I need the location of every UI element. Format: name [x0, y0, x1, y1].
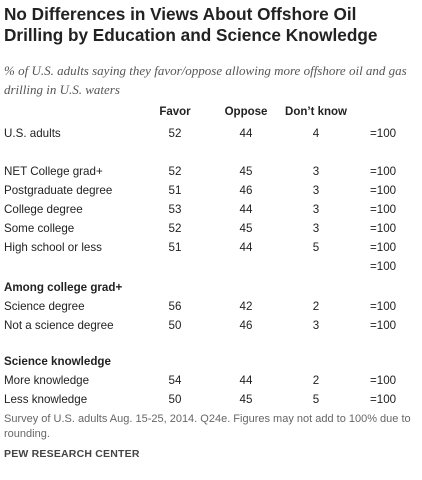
- oppose-value: 44: [239, 127, 253, 140]
- favor-value: 51: [168, 241, 182, 254]
- total-value: =100: [370, 184, 397, 197]
- favor-value: 53: [168, 203, 182, 216]
- row-label: Science degree: [4, 300, 85, 313]
- dont-know-value: 2: [312, 374, 320, 387]
- row-label: NET College grad+: [4, 165, 103, 178]
- total-value: =100: [370, 300, 397, 313]
- oppose-value: 45: [239, 222, 253, 235]
- row-label: Some college: [4, 222, 75, 235]
- section-label: Science knowledge: [4, 355, 111, 368]
- table-row: U.S. adults 52 44 4 =100: [0, 124, 422, 143]
- table-row: =100: [0, 257, 422, 276]
- dont-know-value: 3: [312, 319, 320, 332]
- dont-know-value: 3: [312, 203, 320, 216]
- row-label: Postgraduate degree: [4, 184, 113, 197]
- table-row: High school or less 51 44 5 =100: [0, 238, 422, 257]
- column-header-oppose: Oppose: [224, 106, 268, 118]
- oppose-value: 46: [239, 319, 253, 332]
- total-value: =100: [370, 203, 397, 216]
- total-value: =100: [370, 260, 397, 273]
- data-table: Favor Oppose Don’t know U.S. adults 52 44 4…: [0, 106, 422, 406]
- dont-know-value: 3: [312, 165, 320, 178]
- row-label: U.S. adults: [4, 127, 61, 140]
- dont-know-value: 4: [312, 127, 320, 140]
- table-row: Postgraduate degree 51 46 3 =100: [0, 181, 422, 200]
- total-value: =100: [370, 165, 397, 178]
- table-row: Not a science degree 50 46 3 =100: [0, 316, 422, 335]
- favor-value: 52: [168, 127, 182, 140]
- source-label: PEW RESEARCH CENTER: [4, 448, 140, 460]
- dont-know-value: 3: [312, 222, 320, 235]
- total-value: =100: [370, 374, 397, 387]
- total-value: =100: [370, 222, 397, 235]
- total-value: =100: [370, 319, 397, 332]
- footnote: Survey of U.S. adults Aug. 15-25, 2014. …: [4, 413, 411, 440]
- oppose-value: 46: [239, 184, 253, 197]
- column-header-favor: Favor: [159, 106, 191, 118]
- total-value: =100: [370, 127, 397, 140]
- oppose-value: 42: [239, 300, 253, 313]
- favor-value: 50: [168, 319, 182, 332]
- total-value: =100: [370, 393, 397, 406]
- favor-value: 52: [168, 165, 182, 178]
- oppose-value: 44: [239, 241, 253, 254]
- oppose-value: 44: [239, 374, 253, 387]
- dont-know-value: 2: [312, 300, 320, 313]
- row-label: Not a science degree: [4, 319, 114, 332]
- row-label: College degree: [4, 203, 83, 216]
- table-row: Less knowledge 50 45 5 =100: [0, 390, 422, 409]
- dont-know-value: 5: [312, 393, 320, 406]
- oppose-value: 44: [239, 203, 253, 216]
- favor-value: 54: [168, 374, 182, 387]
- table-row: Science degree 56 42 2 =100: [0, 297, 422, 316]
- row-label: More knowledge: [4, 374, 90, 387]
- favor-value: 52: [168, 222, 182, 235]
- chart-title: No Differences in Views About Offshore O…: [4, 4, 378, 45]
- section-header-row: Among college grad+: [0, 278, 422, 297]
- section-label: Among college grad+: [4, 281, 123, 294]
- favor-value: 51: [168, 184, 182, 197]
- total-value: =100: [370, 241, 397, 254]
- section-header-row: Science knowledge: [0, 352, 422, 371]
- row-label: Less knowledge: [4, 393, 88, 406]
- favor-value: 56: [168, 300, 182, 313]
- row-label: High school or less: [4, 241, 102, 254]
- favor-value: 50: [168, 393, 182, 406]
- table-row: College degree 53 44 3 =100: [0, 200, 422, 219]
- chart-subtitle: % of U.S. adults saying they favor/oppos…: [4, 63, 407, 97]
- column-header-dont-know: Don’t know: [285, 106, 347, 118]
- dont-know-value: 3: [312, 184, 320, 197]
- table-row: NET College grad+ 52 45 3 =100: [0, 162, 422, 181]
- dont-know-value: 5: [312, 241, 320, 254]
- oppose-value: 45: [239, 165, 253, 178]
- oppose-value: 45: [239, 393, 253, 406]
- table-row: More knowledge 54 44 2 =100: [0, 371, 422, 390]
- table-row: Some college 52 45 3 =100: [0, 219, 422, 238]
